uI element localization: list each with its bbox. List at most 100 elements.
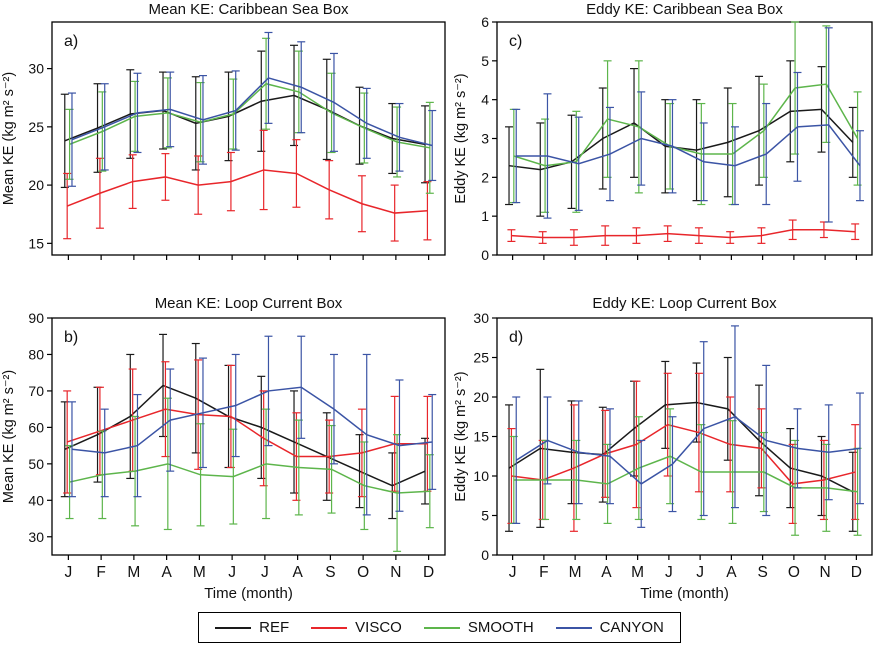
y-axis-label: Mean KE (kg m² s⁻²)	[1, 72, 17, 205]
panel-a-mean-ke-caribbean-chart: Mean KE: Caribbean Sea Box Mean KE (kg m²…	[1, 1, 446, 260]
x-tick-label: A	[161, 564, 172, 581]
y-tick-label: 25	[473, 350, 489, 366]
y-tick-label: 80	[28, 346, 44, 362]
y-axis-label: Eddy KE (kg m² s⁻²)	[453, 73, 469, 203]
legend-line-ref	[215, 626, 252, 629]
legend-label-smooth: SMOOTH	[467, 619, 534, 636]
x-tick-label: A	[601, 564, 612, 581]
legend-line-smooth	[423, 626, 460, 629]
legend-line-canyon	[555, 626, 592, 629]
chart-title: Mean KE: Caribbean Sea Box	[148, 1, 349, 18]
chart-title: Eddy KE: Caribbean Sea Box	[586, 1, 783, 18]
series-line-visco	[66, 169, 428, 214]
series-line-ref	[508, 401, 854, 493]
x-tick-label: J	[65, 564, 73, 581]
y-tick-label: 5	[481, 53, 489, 69]
plot-box	[496, 21, 873, 256]
y-tick-label: 90	[28, 310, 44, 326]
y-tick-label: 2	[481, 169, 489, 185]
y-tick-label: 60	[28, 419, 44, 435]
y-tick-label: 3	[481, 131, 489, 147]
panel-b-mean-ke-loop-current-chart: Mean KE: Loop Current Box Mean KE (kg m² …	[1, 295, 446, 602]
legend-item-smooth: SMOOTH	[423, 619, 534, 636]
y-tick-label: 4	[481, 92, 489, 108]
y-tick-label: 20	[28, 177, 44, 193]
series-line-smooth	[513, 455, 858, 493]
series-line-ref	[508, 108, 854, 171]
plot-box	[496, 317, 873, 556]
y-tick-label: 30	[473, 310, 489, 326]
series-line-canyon	[515, 415, 861, 485]
y-tick-label: 70	[28, 383, 44, 399]
y-tick-label: 20	[473, 389, 489, 405]
x-axis-label: Time (month)	[640, 585, 729, 602]
y-tick-label: 40	[28, 492, 44, 508]
panel-letter: c)	[509, 33, 522, 50]
y-tick-label: 0	[481, 247, 489, 262]
y-tick-label: 30	[28, 61, 44, 77]
y-tick-label: 1	[481, 208, 489, 224]
y-axis-label: Mean KE (kg m² s⁻²)	[1, 370, 17, 503]
series-line-ref	[64, 384, 426, 487]
series-line-canyon	[71, 77, 433, 147]
x-tick-label: N	[820, 564, 831, 581]
panel-letter: a)	[64, 33, 78, 50]
x-tick-label: M	[569, 564, 582, 581]
x-tick-label: A	[726, 564, 737, 581]
legend-wrap: REF VISCO SMOOTH CANYON	[0, 612, 879, 643]
panel-letter: d)	[509, 329, 523, 346]
x-tick-label: M	[127, 564, 140, 581]
x-tick-label: J	[696, 564, 704, 581]
x-tick-label: S	[325, 564, 335, 581]
x-tick-label: J	[509, 564, 517, 581]
legend-label-visco: VISCO	[355, 619, 402, 636]
y-tick-label: 25	[28, 119, 44, 135]
x-tick-label: S	[757, 564, 767, 581]
x-tick-label: M	[193, 564, 206, 581]
series-line-canyon	[516, 124, 861, 167]
legend-item-ref: REF	[215, 620, 289, 635]
y-tick-label: 0	[481, 547, 489, 563]
x-tick-label: O	[788, 564, 800, 581]
legend-label-canyon: CANYON	[599, 619, 664, 636]
series-line-visco	[511, 229, 856, 239]
series-line-visco	[511, 423, 856, 485]
y-tick-label: 10	[473, 468, 489, 484]
panel-d-eddy-ke-loop-current-chart: Eddy KE: Loop Current Box Eddy KE (kg m² …	[453, 295, 873, 602]
chart-title: Mean KE: Loop Current Box	[155, 295, 343, 312]
y-tick-label: 15	[473, 429, 489, 445]
series-line-visco	[66, 408, 428, 458]
y-tick-label: 6	[481, 14, 489, 30]
x-tick-label: A	[292, 564, 303, 581]
x-tick-label: F	[539, 564, 548, 581]
x-tick-label: N	[390, 564, 401, 581]
series-line-smooth	[69, 82, 430, 149]
panel-c-eddy-ke-caribbean-chart: Eddy KE: Caribbean Sea Box Eddy KE (kg m²…	[453, 1, 873, 262]
y-tick-label: 15	[28, 235, 44, 251]
x-axis-label: Time (month)	[204, 585, 293, 602]
y-tick-label: 30	[28, 529, 44, 545]
x-tick-label: J	[665, 564, 673, 581]
x-tick-label: J	[261, 564, 269, 581]
legend-line-visco	[311, 626, 348, 629]
x-tick-label: M	[631, 564, 644, 581]
panel-letter: b)	[64, 329, 78, 346]
legend-item-visco: VISCO	[311, 620, 402, 635]
x-tick-label: D	[851, 564, 862, 581]
x-tick-label: D	[423, 564, 434, 581]
x-tick-label: J	[228, 564, 236, 581]
x-tick-label: F	[96, 564, 105, 581]
legend: REF VISCO SMOOTH CANYON	[198, 612, 681, 643]
legend-label-ref: REF	[259, 619, 290, 636]
y-tick-label: 50	[28, 456, 44, 472]
y-tick-label: 5	[481, 508, 489, 524]
plot-box	[51, 317, 446, 556]
x-tick-label: O	[357, 564, 369, 581]
plot-box	[51, 21, 446, 256]
y-axis-label: Eddy KE (kg m² s⁻²)	[453, 371, 469, 501]
series-line-smooth	[69, 463, 430, 494]
legend-item-canyon: CANYON	[555, 619, 664, 636]
chart-title: Eddy KE: Loop Current Box	[592, 295, 777, 312]
series-line-canyon	[71, 386, 433, 454]
